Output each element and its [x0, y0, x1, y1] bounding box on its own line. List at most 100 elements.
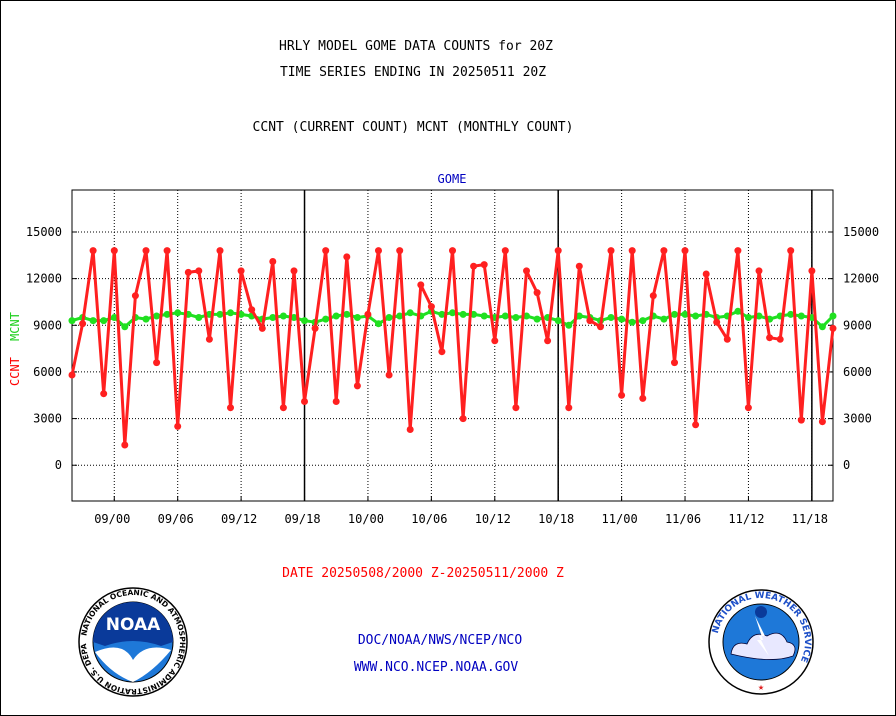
data-point-mcnt — [449, 309, 456, 317]
x-tick-label: 09/06 — [158, 512, 194, 526]
data-point-ccnt — [554, 247, 562, 255]
chart-subtitle: CCNT (CURRENT COUNT) MCNT (MONTHLY COUNT… — [252, 120, 574, 135]
chart-title-line1: HRLY MODEL GOME DATA COUNTS for 20Z — [279, 39, 553, 54]
y-tick-label-left: 9000 — [33, 318, 62, 332]
data-point-mcnt — [660, 315, 668, 323]
data-point-mcnt — [755, 312, 763, 320]
data-point-mcnt — [343, 310, 351, 318]
data-point-mcnt — [322, 315, 330, 323]
data-point-mcnt — [639, 317, 647, 325]
data-point-ccnt — [797, 416, 805, 424]
y-tick-label-left: 15000 — [26, 225, 62, 239]
data-point-mcnt — [480, 312, 488, 320]
data-point-ccnt — [195, 267, 203, 275]
data-point-mcnt — [533, 315, 541, 323]
data-point-ccnt — [216, 247, 224, 255]
data-point-mcnt — [829, 312, 837, 320]
data-point-ccnt — [427, 303, 435, 311]
x-tick-label: 09/12 — [221, 512, 257, 526]
data-point-ccnt — [258, 324, 266, 332]
data-point-mcnt — [100, 317, 108, 325]
data-point-ccnt — [660, 247, 668, 255]
x-tick-label: 10/06 — [411, 512, 447, 526]
website-link[interactable]: WWW.NCO.NCEP.NOAA.GOV — [353, 660, 519, 675]
data-point-ccnt — [290, 267, 298, 275]
data-point-ccnt — [523, 267, 530, 275]
data-point-mcnt — [818, 323, 826, 331]
date-range-label: DATE 20250508/2000 Z-20250511/2000 Z — [282, 566, 564, 581]
data-point-ccnt — [174, 422, 182, 430]
data-point-ccnt — [121, 441, 129, 449]
data-point-mcnt — [554, 317, 562, 325]
data-point-ccnt — [163, 247, 171, 255]
org-line: DOC/NOAA/NWS/NCEP/NCO — [357, 633, 523, 648]
data-point-ccnt — [649, 292, 657, 300]
data-point-ccnt — [79, 320, 87, 328]
data-point-ccnt — [269, 258, 277, 265]
data-point-mcnt — [692, 312, 700, 320]
data-point-ccnt — [597, 323, 604, 331]
data-point-mcnt — [438, 310, 446, 318]
x-tick-label: 11/12 — [728, 512, 764, 526]
y-tick-label-right: 9000 — [843, 318, 872, 332]
x-tick-label: 10/12 — [475, 512, 511, 526]
data-point-mcnt — [163, 310, 171, 318]
data-point-ccnt — [131, 292, 139, 300]
data-point-ccnt — [89, 247, 97, 255]
data-point-ccnt — [301, 398, 308, 405]
data-point-ccnt — [639, 394, 647, 402]
data-point-ccnt — [459, 415, 467, 423]
data-point-mcnt — [459, 310, 467, 318]
y-tick-label-left: 3000 — [33, 412, 62, 426]
y-tick-label-right: 12000 — [843, 272, 879, 286]
x-tick-label: 11/18 — [792, 512, 828, 526]
data-point-ccnt — [512, 404, 520, 412]
data-point-ccnt — [565, 404, 573, 412]
data-point-ccnt — [184, 268, 192, 276]
data-point-ccnt — [829, 324, 837, 332]
data-point-mcnt — [174, 309, 182, 317]
data-point-ccnt — [142, 247, 150, 255]
data-point-mcnt — [290, 314, 298, 321]
x-tick-label: 11/06 — [665, 512, 701, 526]
data-point-ccnt — [734, 247, 742, 255]
plot-title: GOME — [437, 172, 467, 186]
y-tick-label-left: 6000 — [33, 365, 62, 379]
data-point-ccnt — [343, 253, 351, 261]
data-point-mcnt — [787, 310, 795, 318]
data-point-mcnt — [353, 314, 361, 321]
data-point-ccnt — [723, 335, 731, 343]
data-point-mcnt — [68, 317, 76, 325]
data-point-ccnt — [311, 324, 319, 332]
data-point-mcnt — [227, 309, 234, 317]
data-point-mcnt — [671, 310, 678, 318]
data-point-mcnt — [216, 310, 224, 318]
data-point-ccnt — [375, 247, 382, 255]
data-point-mcnt — [375, 320, 382, 328]
data-point-ccnt — [618, 391, 626, 399]
data-point-ccnt — [776, 335, 784, 343]
data-point-ccnt — [491, 337, 499, 345]
data-point-mcnt — [89, 317, 97, 325]
data-point-mcnt — [744, 314, 752, 321]
data-point-ccnt — [480, 261, 488, 269]
data-point-ccnt — [438, 348, 446, 356]
data-point-mcnt — [607, 314, 615, 321]
data-point-ccnt — [153, 359, 161, 367]
data-point-ccnt — [227, 404, 234, 412]
data-point-mcnt — [797, 312, 805, 320]
data-point-ccnt — [322, 247, 330, 255]
data-point-ccnt — [470, 262, 478, 270]
data-point-ccnt — [671, 359, 678, 367]
data-point-mcnt — [734, 307, 742, 315]
data-point-ccnt — [586, 317, 594, 325]
data-point-mcnt — [332, 312, 340, 320]
data-point-ccnt — [628, 247, 636, 255]
data-point-mcnt — [618, 315, 626, 323]
data-point-mcnt — [385, 314, 393, 321]
data-point-mcnt — [501, 312, 509, 320]
y-tick-label-left: 12000 — [26, 272, 62, 286]
y-tick-label-right: 15000 — [843, 225, 879, 239]
data-point-mcnt — [110, 314, 118, 321]
